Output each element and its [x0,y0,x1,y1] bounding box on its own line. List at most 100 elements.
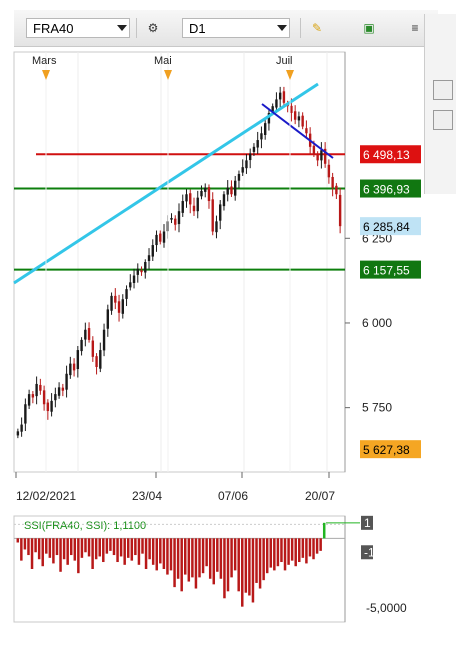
candle-body [35,383,38,397]
grid [77,52,328,472]
candle-body [323,148,327,164]
price-tag [360,440,421,459]
panel-button[interactable] [433,110,453,130]
ssi-ticks: 1 -1 -5,0000 [361,515,407,615]
ssi-bar [322,522,326,539]
candle-body [181,201,184,213]
ssi-bar [251,538,255,603]
month-label: Mai [154,55,172,67]
ssi-bar [241,538,244,607]
ssi-bar [159,538,162,564]
ssi-bar [248,538,251,596]
ssi-title: SSI(FRA40, SSI): 1,1100 [24,520,146,532]
ssi-bar [137,538,141,565]
ssi-bar [73,538,77,561]
ssi-bar [119,538,123,557]
candle-body [80,339,83,352]
trendline-down[interactable] [261,103,334,159]
ssi-bar [148,538,151,560]
candle-body [72,363,76,371]
candle-body [117,301,121,313]
candle-body [204,187,207,192]
candle-body [219,204,222,221]
candle-body [252,146,256,152]
ssi-tick-label: 1 [364,516,371,530]
price-tag-label: 6 498,13 [363,148,410,162]
candle-body [27,394,31,406]
ssi-bar [45,538,48,554]
ssi-bar [315,538,319,554]
candle-body [248,153,252,161]
ssi-bar [109,538,112,551]
ssi-bar [226,538,230,592]
month-marker-icon [42,70,50,80]
ssi-bar [212,538,216,585]
price-tag [360,217,421,236]
candle-body [338,194,342,227]
ssi-bar [134,538,137,556]
candle-body [174,218,177,225]
ssi-bar [280,538,283,563]
menu-button[interactable]: ≡ [406,20,424,36]
candle-body [192,205,196,212]
timeframe-select[interactable]: D1 [182,18,290,38]
candle-body [196,197,199,212]
ruler-button[interactable]: ✎ [308,20,326,36]
candle-body [114,295,117,303]
ssi-bar [201,538,205,574]
ssi-bar [191,538,194,578]
candle-body [140,270,143,273]
candle-body [65,373,68,390]
candle-body [39,384,42,391]
ssi-bar [269,538,273,568]
image-button[interactable]: ▣ [360,20,378,36]
price-tag-label: 6 396,93 [363,183,410,197]
symbol-select[interactable]: FRA40 [26,18,130,38]
ssi-bar [180,538,183,592]
month-markers: Mars Mai Juil [32,52,294,472]
candle-body [20,424,23,432]
ssi-bar [265,538,269,574]
month-marker-icon [164,70,172,80]
candle-body [211,199,214,232]
tool-dropdown-button[interactable]: ⚙ [144,20,162,36]
toolbar-separator [136,18,137,38]
ssi-bar [194,538,198,589]
candle-body [215,221,218,233]
ssi-bar [66,538,69,565]
price-tags: 6 498,13 6 396,93 6 285,84 6 157,55 5 627,38 [360,145,421,459]
panel-button[interactable] [433,80,453,100]
ssi-bar [205,538,208,567]
candle-body [76,350,80,370]
candle-body [136,268,139,275]
candle-body [155,234,158,246]
ssi-bar [23,538,27,550]
ssi-bar [30,538,34,569]
candle-body [24,404,27,424]
symbol-select-value: FRA40 [33,21,74,36]
ssi-bar [305,538,308,564]
candle-body [185,194,188,202]
ssi-bars [14,522,360,607]
candle-body [189,193,192,205]
candle-body [144,262,147,273]
month-label: Mars [32,55,57,67]
ssi-bar [208,538,212,579]
candle-body [278,92,282,100]
ssi-bar [230,538,233,578]
ssi-bar [55,538,59,556]
ssi-tick-label: -1 [364,545,375,559]
ssi-bar [77,538,80,574]
candle-body [301,115,304,127]
trendline-up[interactable] [13,82,319,285]
ssi-bar [319,538,322,551]
ssi-bar [237,538,240,592]
candle-body [245,160,248,169]
candle-body [290,105,293,113]
ssi-bar [27,538,30,556]
candle-body [200,190,203,197]
ruler-icon: ✎ [311,21,323,35]
image-icon: ▣ [363,21,375,35]
ssi-bar [312,538,315,560]
